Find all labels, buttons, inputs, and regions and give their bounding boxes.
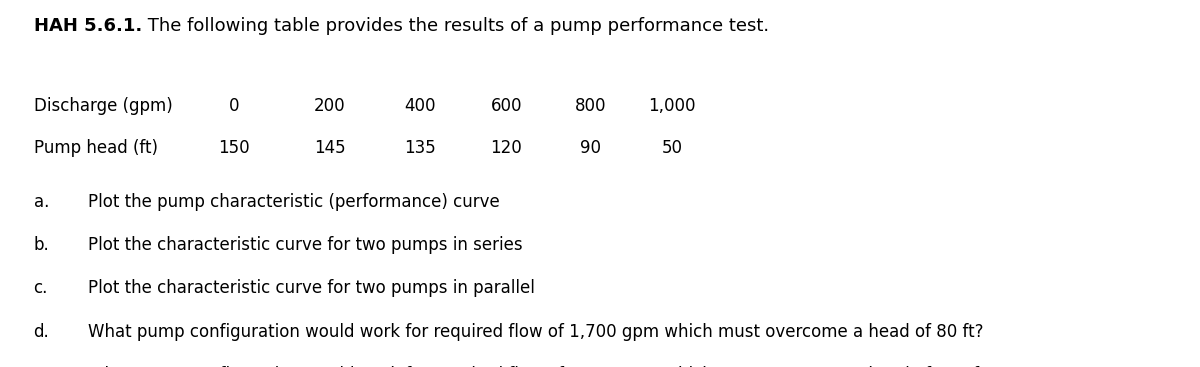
Text: c.: c. xyxy=(34,279,48,297)
Text: Plot the pump characteristic (performance) curve: Plot the pump characteristic (performanc… xyxy=(88,193,499,211)
Text: Discharge (gpm): Discharge (gpm) xyxy=(34,97,173,115)
Text: 90: 90 xyxy=(580,139,601,157)
Text: 800: 800 xyxy=(575,97,606,115)
Text: b.: b. xyxy=(34,236,49,254)
Text: 120: 120 xyxy=(491,139,522,157)
Text: a.: a. xyxy=(34,193,49,211)
Text: Plot the characteristic curve for two pumps in series: Plot the characteristic curve for two pu… xyxy=(88,236,522,254)
Text: 200: 200 xyxy=(314,97,346,115)
Text: What pump configuration would work for required flow of 1,700 gpm which must ove: What pump configuration would work for r… xyxy=(88,323,983,341)
Text: 145: 145 xyxy=(314,139,346,157)
Text: d.: d. xyxy=(34,323,49,341)
Text: HAH 5.6.1.: HAH 5.6.1. xyxy=(34,17,142,34)
Text: 135: 135 xyxy=(404,139,436,157)
Text: 50: 50 xyxy=(661,139,683,157)
Text: The following table provides the results of a pump performance test.: The following table provides the results… xyxy=(142,17,769,34)
Text: What pump configuration would work for required flow of 1,700 gpm which must ove: What pump configuration would work for r… xyxy=(88,366,994,367)
Text: 0: 0 xyxy=(229,97,239,115)
Text: Pump head (ft): Pump head (ft) xyxy=(34,139,157,157)
Text: 1,000: 1,000 xyxy=(648,97,696,115)
Text: Plot the characteristic curve for two pumps in parallel: Plot the characteristic curve for two pu… xyxy=(88,279,534,297)
Text: e.: e. xyxy=(34,366,49,367)
Text: 150: 150 xyxy=(218,139,250,157)
Text: 600: 600 xyxy=(491,97,522,115)
Text: 400: 400 xyxy=(404,97,436,115)
